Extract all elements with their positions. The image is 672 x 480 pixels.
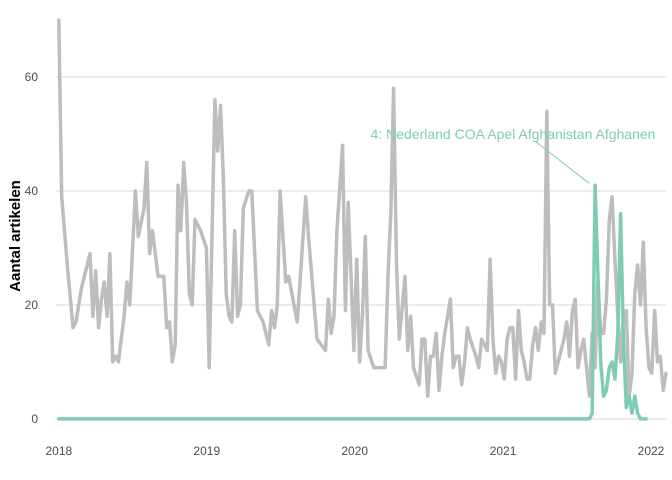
y-tick-labels: 0 20 40 60 <box>25 70 39 426</box>
annotation-leader-line <box>534 140 590 184</box>
x-tick-label: 2021 <box>490 444 517 458</box>
x-tick-label: 2020 <box>341 444 368 458</box>
y-tick-label: 20 <box>25 298 39 312</box>
y-tick-label: 60 <box>25 70 39 84</box>
x-tick-label: 2019 <box>193 444 220 458</box>
x-tick-labels: 2018 2019 2020 2021 2022 <box>45 444 664 458</box>
x-tick-label: 2022 <box>638 444 665 458</box>
x-tick-label: 2018 <box>45 444 72 458</box>
annotation: 4: Nederland COA Apel Afghanistan Afghan… <box>371 126 656 184</box>
annotation-label: 4: Nederland COA Apel Afghanistan Afghan… <box>371 126 656 142</box>
y-axis-title: Aantal artikelen <box>7 180 24 292</box>
background-series-line <box>57 18 668 398</box>
y-tick-label: 40 <box>25 184 39 198</box>
y-tick-label: 0 <box>31 412 38 426</box>
highlight-series-line <box>57 183 648 421</box>
series <box>57 18 668 421</box>
